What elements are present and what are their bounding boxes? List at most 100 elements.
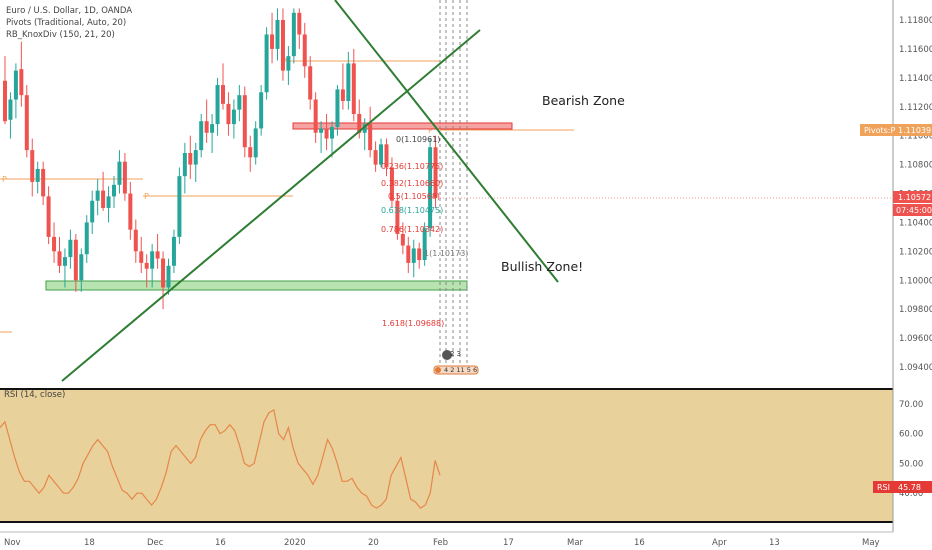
candle-down (389, 167, 394, 201)
pivot-marker-4: P (428, 126, 433, 135)
candle-up (79, 254, 84, 281)
price-tick-label: 1.10000 (899, 276, 932, 286)
resistance-zone[interactable] (292, 122, 513, 130)
fibonacci-levels: 0(1.10961) 0.236(1.10775) 0.382(1.10660) 0.… (381, 135, 468, 328)
candle-up (35, 168, 40, 182)
candle-down (24, 95, 29, 151)
time-tick-label: May (862, 538, 880, 548)
time-tick-label: Mar (567, 538, 584, 548)
candlestick-series (3, 8, 438, 310)
rsi-tick-label: 50.00 (899, 459, 923, 469)
countdown-tag (893, 204, 932, 216)
candle-down (351, 63, 356, 114)
candle-up (319, 128, 324, 133)
candle-up (150, 251, 155, 269)
bearish-zone-label: Bearish Zone (542, 93, 625, 108)
candle-up (84, 222, 89, 255)
candle-down (139, 251, 144, 263)
candle-up (411, 248, 416, 263)
candle-up (90, 200, 95, 223)
candle-down (226, 103, 231, 125)
pivot-marker-2: P (144, 192, 149, 201)
candle-down (57, 251, 62, 266)
candle-up (95, 190, 100, 201)
candle-up (286, 56, 291, 71)
downtrend-line[interactable] (334, 0, 559, 283)
rsi-axis[interactable]: 40.00 50.00 60.00 70.00 (899, 400, 923, 499)
candle-down (221, 85, 225, 104)
time-tick-label: 13 (769, 538, 780, 548)
candle-up (330, 126, 334, 139)
price-tick-label: 1.09600 (899, 334, 932, 344)
candle-down (128, 193, 133, 230)
candle-up (171, 236, 176, 266)
candle-down (417, 248, 422, 261)
event-icon[interactable] (442, 350, 452, 360)
candle-up (422, 228, 427, 261)
candle-down (19, 69, 24, 96)
candle-down (161, 258, 166, 288)
candle-down (357, 113, 362, 133)
candle-up (117, 161, 122, 185)
price-tick-label: 1.09400 (899, 363, 932, 373)
candle-down (308, 66, 313, 100)
time-axis[interactable]: Nov 18 Dec 16 2020 20 Feb 17 Mar 16 Apr 13 May (4, 538, 880, 548)
event-icon[interactable] (435, 367, 441, 373)
event-strip (433, 365, 479, 375)
price-tag-value: 1.10572 (898, 193, 931, 202)
candle-up (428, 147, 433, 229)
candle-up (112, 184, 116, 197)
uptrend-line[interactable] (61, 29, 481, 382)
candle-down (324, 128, 329, 139)
candle-up (210, 124, 215, 133)
candle-up (177, 176, 182, 237)
time-tick-label: 18 (84, 538, 95, 548)
fib-level-label: 0.618(1.10475) (381, 206, 443, 215)
pivots-tag (860, 124, 932, 136)
time-tick-label: Dec (147, 538, 164, 548)
fib-level-label: 0.382(1.10660) (381, 179, 443, 188)
legend-symbol[interactable]: Euro / U.S. Dollar, 1D, OANDA (6, 6, 132, 16)
countdown-tag-value: 07:45:00 (896, 206, 932, 215)
candle-down (242, 95, 247, 148)
legend-pivots[interactable]: Pivots (Traditional, Auto, 20) (6, 18, 126, 28)
candle-up (379, 144, 384, 165)
pivots-tag-value: 1.11039 (898, 126, 931, 135)
pivot-marker-1: P (2, 175, 7, 184)
candle-up (275, 20, 280, 49)
legend-rsi[interactable]: RSI (14, close) (4, 390, 65, 400)
fib-level-label: 0.236(1.10775) (381, 162, 443, 171)
candle-down (373, 150, 378, 165)
support-zone[interactable] (45, 280, 468, 291)
candle-up (362, 124, 367, 133)
fib-level-label: 1.618(1.09688) (382, 319, 444, 328)
time-tick-label: 16 (215, 538, 226, 548)
candle-down (122, 161, 127, 194)
price-tick-label: 1.10800 (899, 161, 932, 171)
candle-down (280, 20, 285, 71)
rsi-tag (873, 481, 932, 493)
candle-up (264, 34, 269, 93)
legend-knoxdiv[interactable]: RB_KnoxDiv (150, 21, 20) (6, 30, 115, 40)
event-marker-bottom: 4 2 11 5 6 (444, 366, 477, 374)
candle-up (259, 92, 264, 129)
candle-down (368, 124, 373, 151)
price-tick-label: 1.10400 (899, 218, 932, 228)
candle-down (3, 80, 7, 122)
event-markers[interactable]: 2 3 4 2 11 5 6 (433, 350, 479, 375)
time-tick-label: Nov (4, 538, 21, 548)
candle-down (384, 144, 389, 168)
candle-up (182, 153, 187, 177)
candle-up (231, 109, 236, 125)
candle-down (204, 121, 209, 133)
fib-level-label: 0.5(1.10568) (388, 192, 440, 201)
price-tick-label: 1.11400 (899, 74, 932, 84)
candle-up (106, 196, 111, 208)
candle-down (406, 245, 411, 263)
candle-down (297, 12, 302, 35)
time-tick-label: 20 (368, 538, 379, 548)
candle-up (335, 89, 340, 127)
candle-down (155, 251, 160, 259)
candle-up (199, 121, 204, 151)
